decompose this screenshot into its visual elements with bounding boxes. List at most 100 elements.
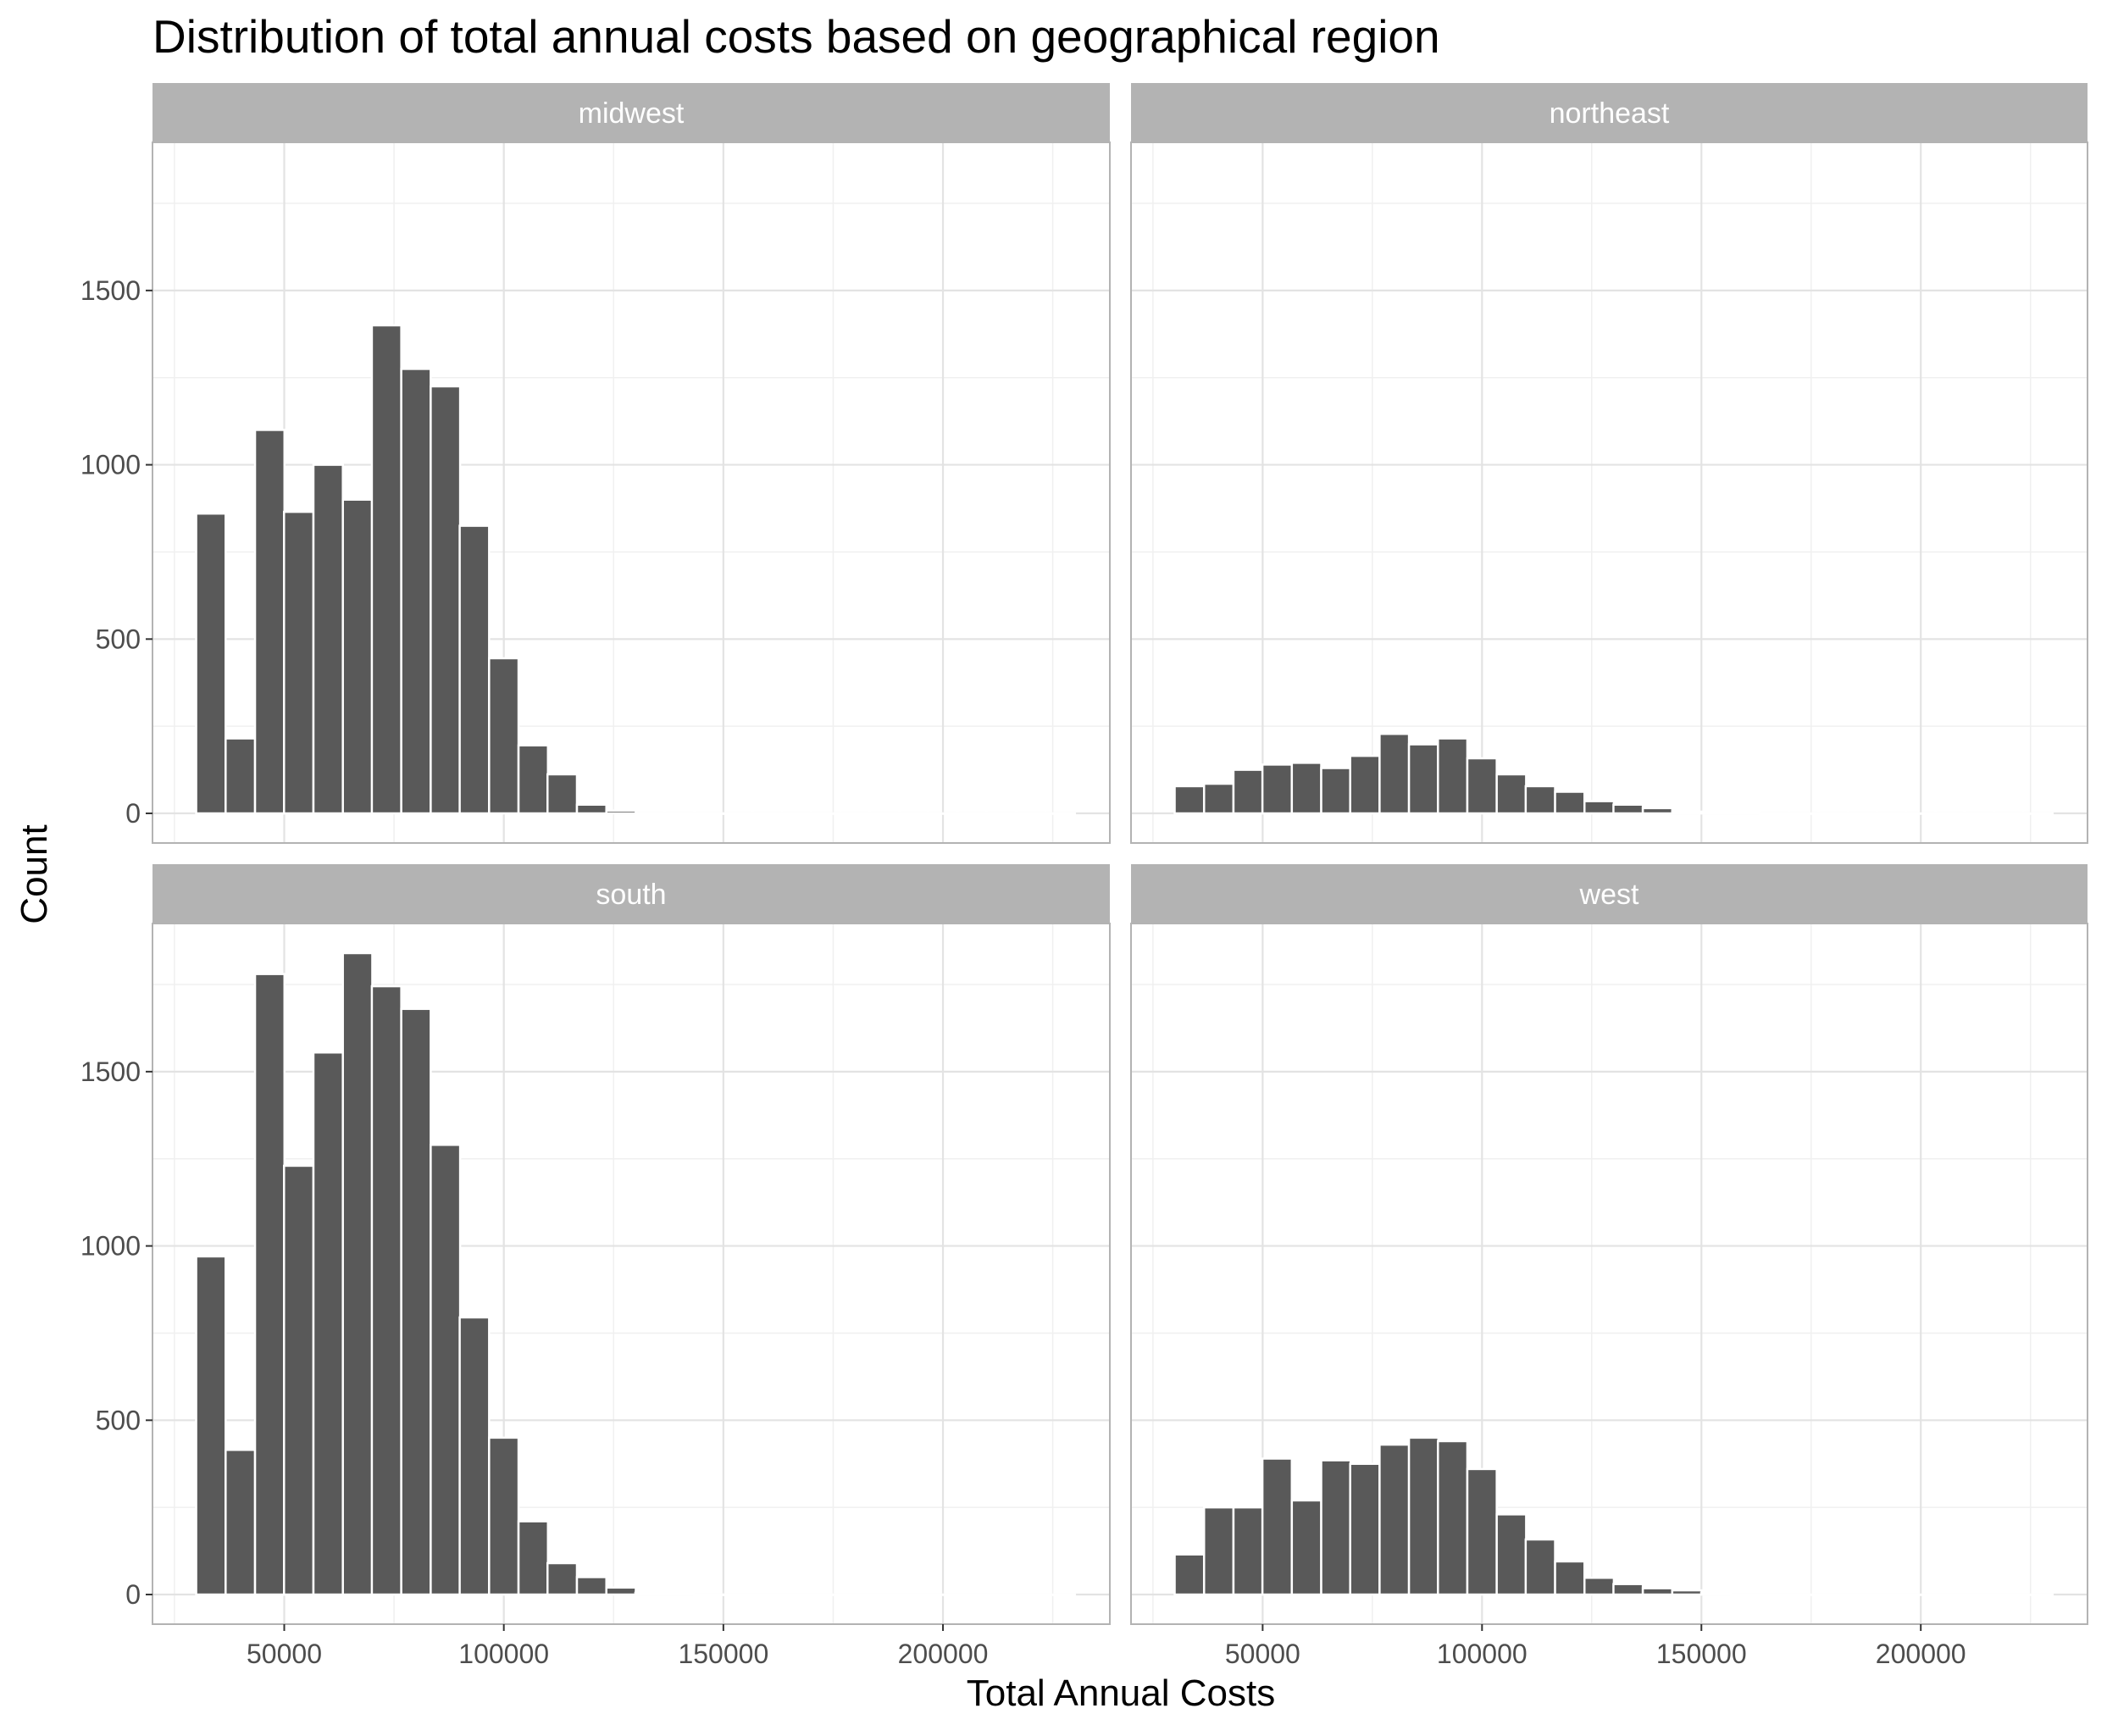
histogram-bar: [1554, 1560, 1586, 1596]
histogram-bar: [253, 973, 286, 1596]
histogram-bar: [868, 812, 901, 815]
histogram-bar: [1173, 1553, 1206, 1596]
panel-border: [1130, 141, 2088, 844]
histogram-bar: [605, 809, 637, 815]
histogram-bar: [370, 984, 402, 1596]
x-tick-label: 150000: [1656, 1639, 1747, 1669]
histogram-bar: [2021, 812, 2054, 815]
histogram-bar: [1407, 743, 1440, 815]
histogram-bar: [1466, 757, 1498, 815]
histogram-bar: [1232, 768, 1264, 815]
y-tick-label: 1000: [80, 450, 141, 480]
facet-strip-label: northeast: [1550, 97, 1670, 130]
histogram-bar: [458, 524, 491, 815]
histogram-bar: [1202, 1506, 1235, 1596]
facet-west: west 50000 100000 150000 200000: [1130, 864, 2088, 1669]
x-tick-label: 100000: [458, 1639, 549, 1669]
histogram-bar: [1817, 812, 1849, 815]
histogram-bar: [1290, 1499, 1322, 1596]
histogram-bar: [1466, 1467, 1498, 1596]
x-tick-label: 50000: [247, 1639, 322, 1669]
histogram-bar: [1641, 807, 1674, 815]
histogram-bar: [282, 1164, 315, 1596]
histogram-bar: [488, 1436, 520, 1596]
facet-south: south 0 500 1000 1500 50000 100000 150000 200000: [80, 864, 1111, 1669]
x-tick-label: 50000: [1225, 1639, 1300, 1669]
histogram-bar: [1583, 1577, 1616, 1596]
histogram-bar: [897, 812, 929, 815]
histogram-bar: [1015, 812, 1047, 815]
histogram-bar: [1349, 754, 1381, 815]
histogram-bar: [634, 812, 666, 815]
histogram-bar: [1290, 762, 1322, 815]
facet-strip: [1131, 83, 2088, 142]
chart-title: Distribution of total annual costs based…: [152, 10, 1440, 63]
histogram-bar: [1641, 1587, 1674, 1596]
histogram-bar: [282, 510, 315, 815]
facet-northeast: northeast: [1130, 83, 2088, 844]
histogram-bar: [1173, 785, 1206, 815]
histogram-bar: [195, 512, 227, 815]
histogram-bar: [400, 368, 432, 815]
histogram-bar: [1759, 812, 1791, 815]
histogram-bar: [1378, 1443, 1411, 1596]
histogram-bar: [1671, 1589, 1703, 1596]
x-axis-title: Total Annual Costs: [967, 1672, 1275, 1714]
histogram-bar: [1993, 812, 2025, 815]
facet-midwest: midwest 0 500 1000 1500: [80, 83, 1111, 844]
y-tick-label: 1500: [80, 1057, 141, 1087]
histogram-bar: [1963, 812, 1995, 815]
panel-border: [1130, 923, 2088, 1625]
histogram-bar: [1846, 812, 1878, 815]
histogram-bar: [839, 812, 871, 815]
facet-strip-label: midwest: [579, 97, 685, 130]
histogram-bar: [430, 385, 462, 815]
histogram-bar: [341, 951, 374, 1596]
histogram-bar: [1495, 1513, 1528, 1596]
histogram-bar: [1905, 812, 1937, 815]
histogram-bar: [517, 744, 550, 815]
histogram-bar: [1699, 1591, 1732, 1596]
histogram-bar: [1202, 782, 1235, 815]
histogram-bar: [1934, 812, 1966, 815]
histogram-bar: [1524, 1538, 1556, 1596]
facet-strip: [152, 864, 1110, 923]
facet-strip: [1131, 864, 2088, 923]
histogram-bar: [546, 1561, 579, 1596]
facet-strip: [152, 83, 1110, 142]
histogram-bar: [663, 812, 696, 815]
histogram-bar: [1320, 1459, 1352, 1596]
histogram-bar: [575, 803, 607, 815]
facet-panels: midwest 0 500 1000 1500 northeast south 0 500 100…: [80, 83, 2088, 1669]
histogram-bar: [341, 498, 374, 815]
histogram-bar: [1612, 803, 1644, 815]
plot-background: [1131, 142, 2088, 843]
y-tick-label: 1000: [80, 1231, 141, 1262]
x-tick-label: 200000: [898, 1639, 989, 1669]
y-axis-title: Count: [14, 824, 55, 923]
histogram-bar: [1407, 1436, 1440, 1596]
histogram-bar: [546, 773, 579, 815]
panel-border: [152, 923, 1111, 1625]
histogram-bar: [634, 1591, 666, 1596]
y-tick-label: 500: [96, 624, 141, 654]
histogram-bar: [1437, 1439, 1469, 1596]
x-tick-label: 200000: [1876, 1639, 1966, 1669]
histogram-bar: [225, 1449, 257, 1596]
histogram-bar: [225, 737, 257, 815]
y-tick-label: 500: [96, 1405, 141, 1435]
histogram-bar: [751, 812, 784, 815]
x-tick-label: 100000: [1437, 1639, 1528, 1669]
histogram-bar: [985, 812, 1017, 815]
histogram-bar: [1261, 1457, 1294, 1596]
y-tick-label: 0: [125, 1579, 141, 1610]
histogram-bar: [956, 812, 989, 815]
histogram-bar: [517, 1520, 550, 1596]
histogram-bar: [693, 812, 725, 815]
histogram-bar: [1232, 1506, 1264, 1596]
histogram-bar: [488, 657, 520, 815]
histogram-bar: [1320, 767, 1352, 815]
histogram-bar: [663, 1592, 696, 1596]
histogram-bar: [605, 1586, 637, 1596]
